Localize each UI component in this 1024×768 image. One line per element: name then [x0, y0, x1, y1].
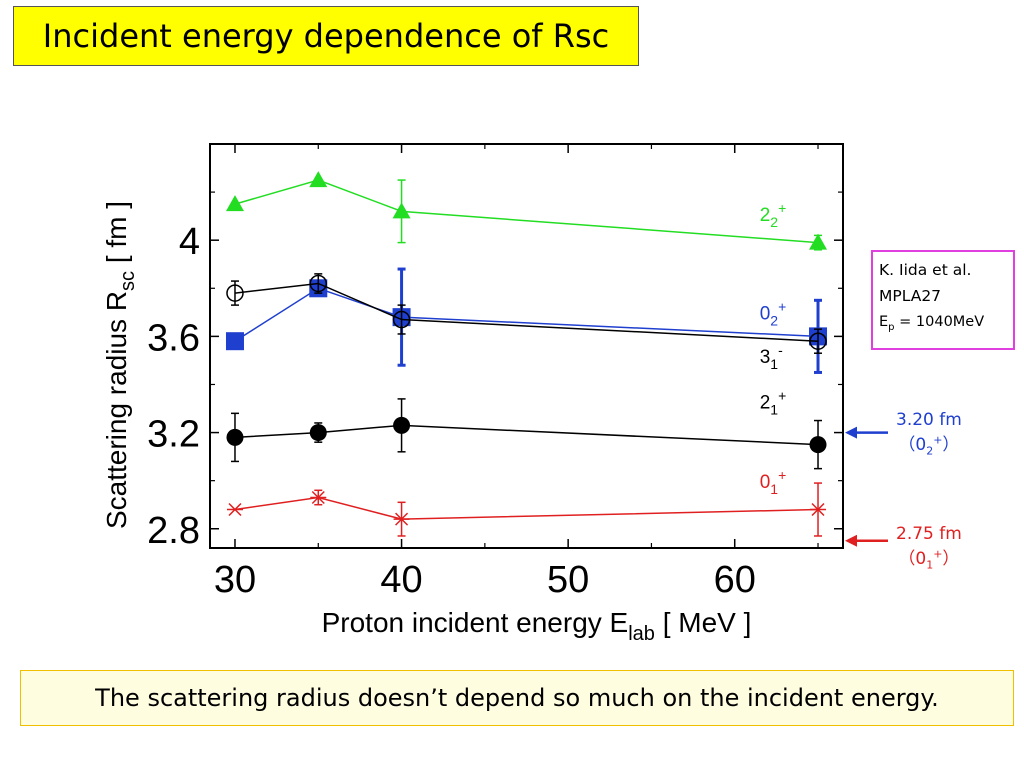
- side-note-state: （02+）: [898, 433, 960, 458]
- data-point-circle: [226, 428, 244, 446]
- series-line-0: [234, 179, 819, 244]
- x-tick-label: 50: [547, 559, 589, 601]
- data-point-open-circle: [809, 332, 827, 350]
- series-label: 31-: [760, 342, 783, 372]
- plot-frame: [209, 143, 844, 549]
- data-point-triangle: [309, 171, 328, 188]
- data-point-triangle: [809, 233, 828, 250]
- y-tick-label: 2.8: [147, 510, 200, 552]
- y-tick-label: 4: [179, 221, 200, 263]
- side-note-value: 3.20 fm: [896, 410, 962, 430]
- slide-title: Incident energy dependence of Rsc: [13, 6, 639, 66]
- series-line-4: [234, 496, 819, 520]
- side-note-arrowhead: [845, 534, 857, 547]
- series-label: 21+: [760, 388, 787, 418]
- side-note-0-2-plus: 3.20 fm （02+）: [896, 410, 962, 457]
- side-note-arrowhead: [845, 426, 857, 439]
- data-point-asterisk: [810, 502, 827, 517]
- asterisk-stroke: [311, 490, 325, 505]
- conclusion-box: The scattering radius doesn’t depend so …: [20, 670, 1014, 726]
- data-point-open-circle: [309, 274, 328, 293]
- asterisk-stroke: [228, 502, 242, 517]
- data-point-triangle: [392, 202, 411, 219]
- side-note-value: 2.75 fm: [896, 524, 962, 544]
- y-axis-label: Scattering radius Rsc [ fm ]: [101, 201, 139, 529]
- y-tick-label: 3.2: [147, 414, 200, 456]
- data-point-circle: [809, 436, 827, 454]
- y-tick-label: 3.6: [147, 317, 200, 359]
- series-line-3: [234, 424, 819, 446]
- x-tick-label: 60: [714, 559, 756, 601]
- side-note-state: （01+）: [898, 547, 960, 572]
- reference-author: K. Iida et al.: [879, 261, 972, 279]
- data-point-circle: [393, 416, 411, 434]
- series-label: 22+: [760, 200, 787, 230]
- data-point-triangle: [225, 195, 244, 212]
- reference-journal: MPLA27: [879, 287, 942, 305]
- x-tick-label: 30: [214, 559, 256, 601]
- series-label: 01+: [760, 467, 787, 497]
- x-tick-label: 40: [380, 559, 422, 601]
- data-point-asterisk: [393, 512, 410, 526]
- data-point-open-circle: [392, 310, 411, 329]
- data-point-circle: [309, 424, 327, 442]
- series-line-1: [234, 287, 819, 342]
- series-line-2: [234, 282, 819, 342]
- series-label: 02+: [760, 299, 787, 329]
- data-point-asterisk: [310, 490, 327, 505]
- side-note-0-1-plus: 2.75 fm （01+）: [896, 524, 962, 571]
- data-point-asterisk: [226, 502, 243, 517]
- reference-box: K. Iida et al. MPLA27 Ep = 1040MeV: [871, 250, 1015, 350]
- data-point-open-circle: [226, 284, 244, 302]
- asterisk-stroke: [811, 502, 825, 517]
- x-axis-label: Proton incident energy Elab [ MeV ]: [322, 607, 752, 645]
- asterisk-stroke: [395, 512, 409, 526]
- reference-beam-energy: Ep = 1040MeV: [879, 314, 985, 333]
- data-point-square: [225, 332, 244, 351]
